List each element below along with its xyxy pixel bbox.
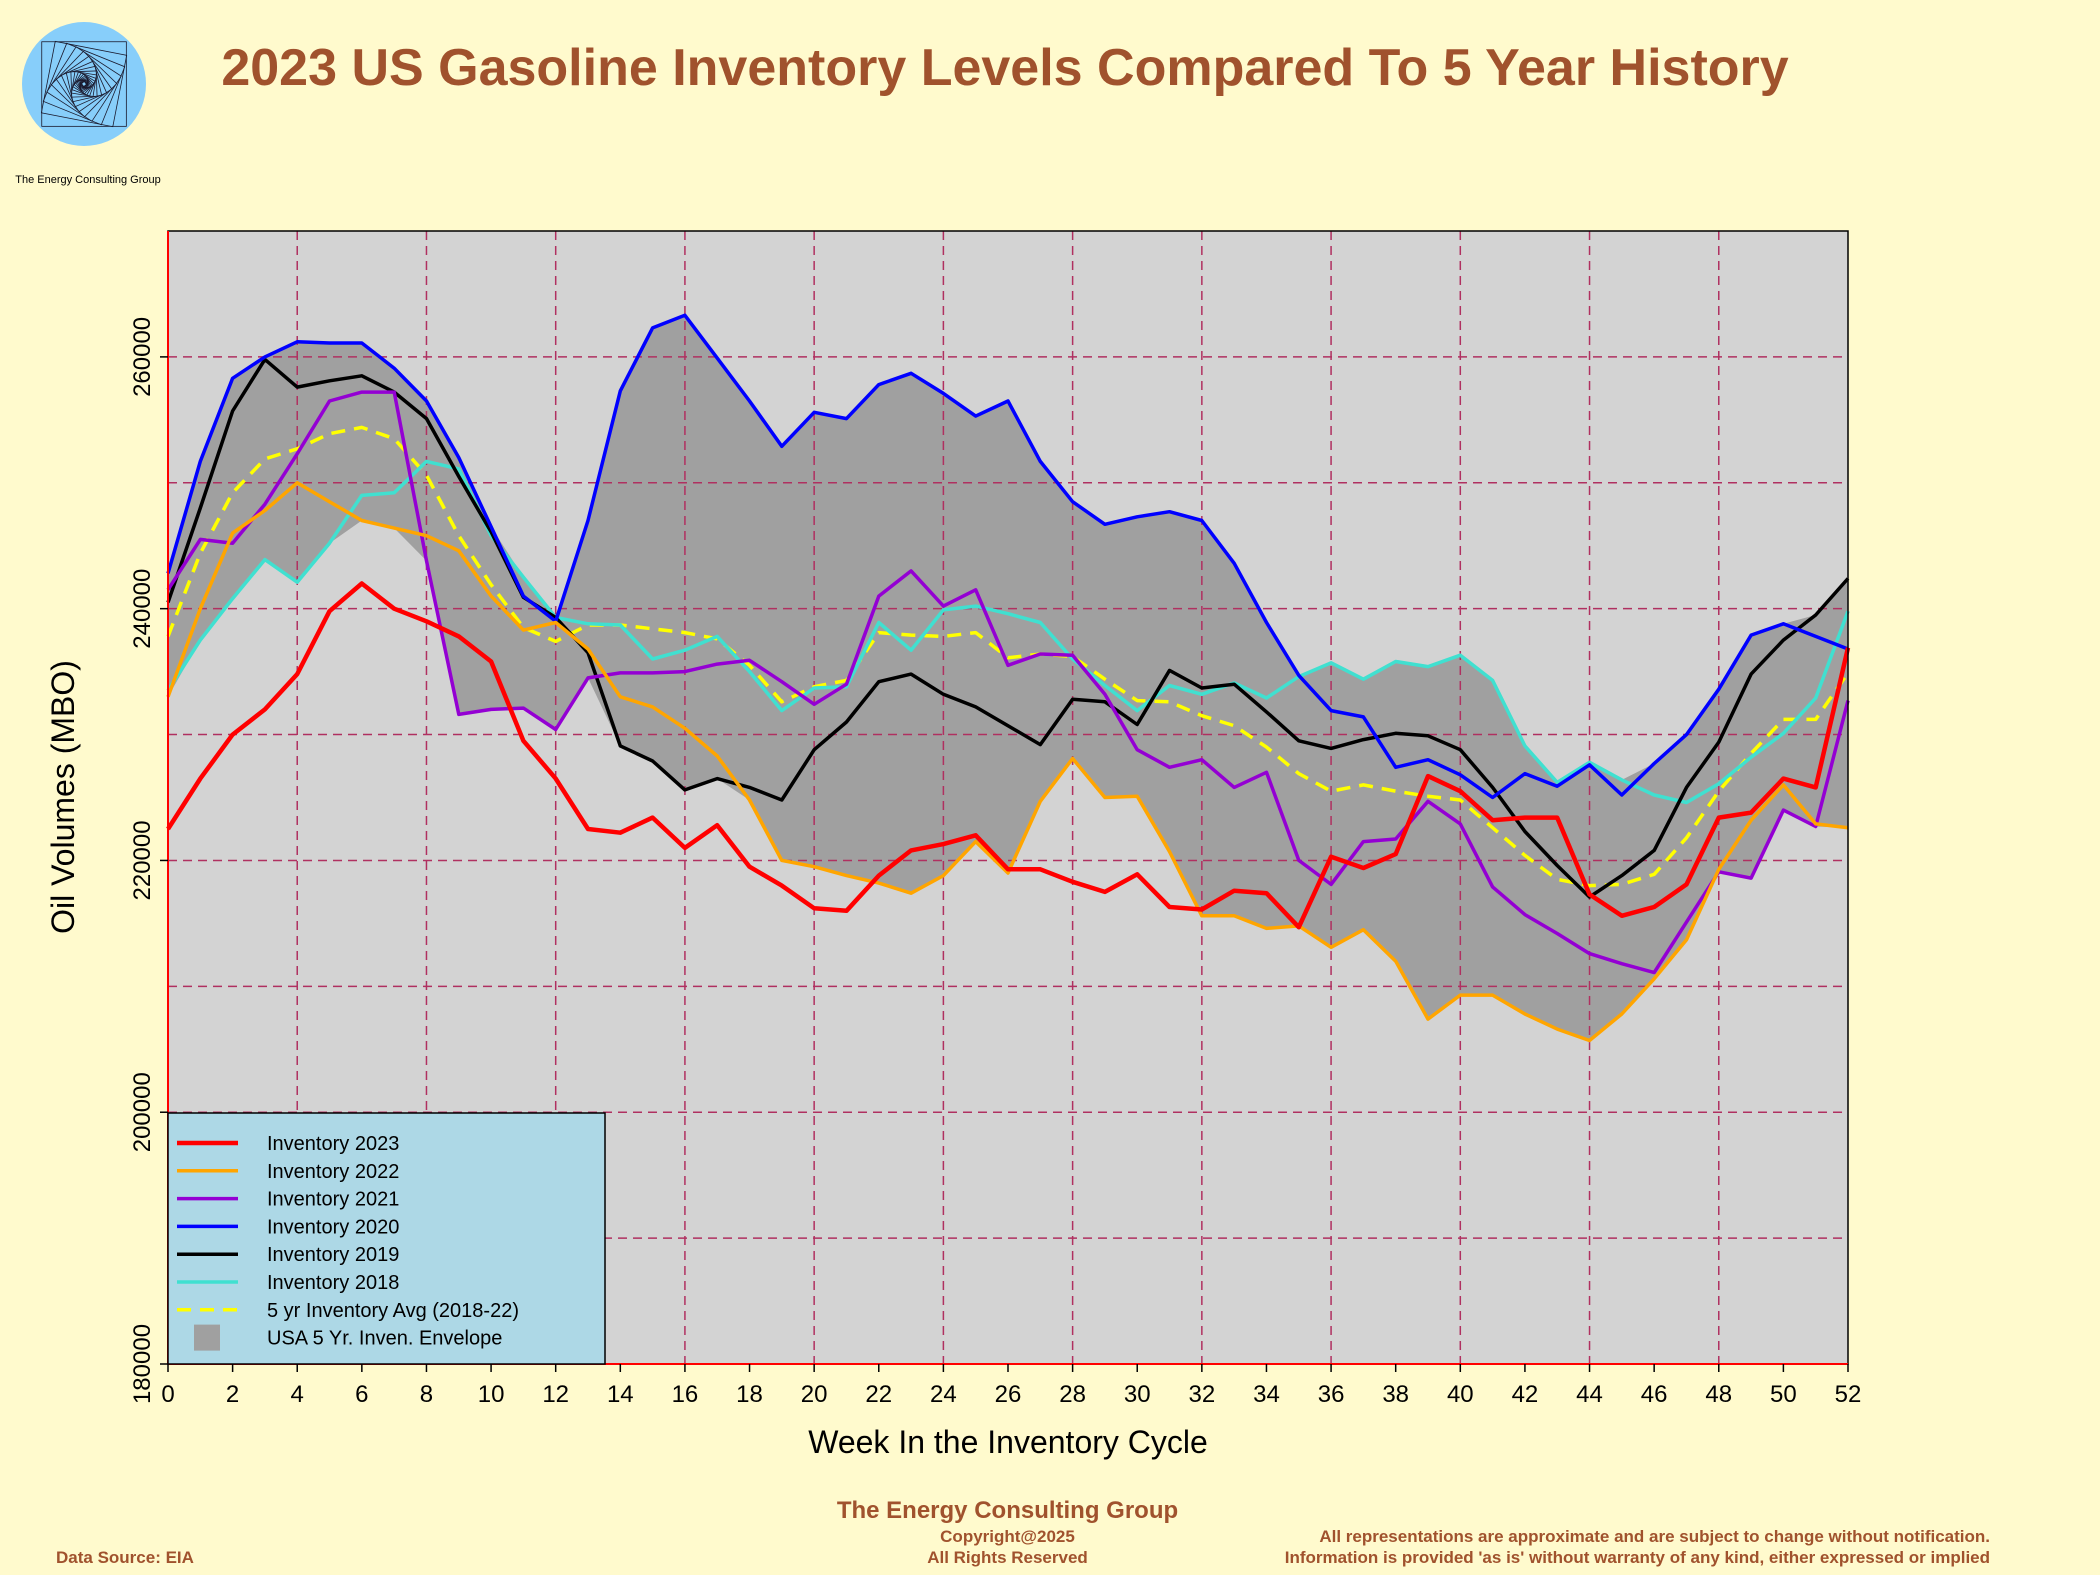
inventory-envelope-area — [168, 315, 1848, 1041]
y-tick-label: 220000 — [129, 820, 156, 900]
x-tick-label: 22 — [865, 1381, 892, 1408]
x-tick-label: 44 — [1576, 1381, 1603, 1408]
legend-swatch-envelope — [194, 1324, 220, 1351]
legend-box — [167, 1112, 606, 1365]
y-tick-label: 200000 — [129, 1072, 156, 1152]
footer-disclaimer-line-1: All representations are approximate and … — [1319, 1527, 1990, 1546]
x-tick-label: 48 — [1705, 1381, 1732, 1408]
footer-organization: The Energy Consulting Group — [836, 1497, 1179, 1524]
x-tick-label: 6 — [355, 1381, 368, 1408]
series-line-inventory-2023 — [166, 581, 1851, 930]
footer-copyright: Copyright@2025 — [940, 1527, 1075, 1546]
footer-disclaimer-block: All representations are approximate and … — [1285, 1526, 1990, 1568]
series-line-inventory-2020 — [166, 313, 1849, 800]
legend-label-inventory-2023: Inventory 2023 — [267, 1133, 399, 1155]
series-line-inventory-2018 — [166, 459, 1850, 805]
x-tick-label: 38 — [1382, 1381, 1409, 1408]
chart-legend: Inventory 2023 Inventory 2022 Inventory 20… — [167, 1112, 606, 1365]
y-axis-ticks: 180000 200000 220000 240000 260000 — [129, 317, 168, 1404]
x-tick-label: 30 — [1124, 1381, 1151, 1408]
legend-label-inventory-2020: Inventory 2020 — [267, 1216, 399, 1238]
y-tick-label: 260000 — [129, 317, 156, 397]
legend-label-5-yr-inventory-avg-2018-22-: 5 yr Inventory Avg (2018-22) — [267, 1300, 519, 1322]
logo-caption: The Energy Consulting Group — [15, 174, 161, 186]
x-tick-label: 20 — [801, 1381, 828, 1408]
x-tick-label: 12 — [542, 1381, 569, 1408]
logo-swirl-square — [71, 71, 97, 97]
legend-label-inventory-2021: Inventory 2021 — [267, 1189, 399, 1211]
logo-swirl-square — [50, 50, 118, 118]
y-tick-label: 180000 — [129, 1324, 156, 1404]
x-tick-label: 28 — [1059, 1381, 1086, 1408]
series-lines — [166, 313, 1851, 1043]
footer-data-source: Data Source: EIA — [56, 1548, 194, 1567]
logo-swirl-square — [65, 65, 103, 103]
x-tick-label: 2 — [226, 1381, 239, 1408]
x-tick-label: 52 — [1835, 1381, 1862, 1408]
x-tick-label: 26 — [995, 1381, 1022, 1408]
x-tick-label: 42 — [1512, 1381, 1539, 1408]
logo-swirl-square — [46, 46, 122, 122]
x-tick-label: 24 — [930, 1381, 957, 1408]
series-line-inventory-2019 — [166, 357, 1850, 899]
logo-swirl-square — [78, 78, 90, 90]
logo-swirl-square — [79, 79, 89, 89]
logo-swirl-square — [55, 55, 113, 113]
x-axis-label: Week In the Inventory Cycle — [808, 1424, 1208, 1460]
x-tick-label: 46 — [1641, 1381, 1668, 1408]
x-tick-label: 34 — [1253, 1381, 1280, 1408]
x-tick-label: 32 — [1188, 1381, 1215, 1408]
y-axis-label: Oil Volumes (MBO) — [45, 660, 81, 934]
logo-swirl-square — [80, 80, 88, 88]
logo-swirl-square — [41, 41, 127, 127]
x-tick-label: 50 — [1770, 1381, 1797, 1408]
logo-swirl-square — [70, 70, 98, 98]
x-axis-ticks: 0 2 4 6 8 10 12 14 16 18 20 22 24 26 28 30 32 34 36 38 40 42 4… — [161, 1364, 1861, 1408]
logo-swirl-square — [75, 75, 93, 93]
grid-lines — [168, 231, 1848, 1364]
legend-label-usa-5-yr-inven-envelope: USA 5 Yr. Inven. Envelope — [267, 1328, 502, 1350]
series-line-inventory-2022 — [166, 481, 1849, 1043]
x-tick-label: 18 — [736, 1381, 763, 1408]
footer-disclaimer-line-2: Information is provided 'as is' without … — [1284, 1548, 1990, 1567]
x-tick-label: 36 — [1318, 1381, 1345, 1408]
logo-swirl-square — [60, 60, 108, 108]
chart-title: 2023 US Gasoline Inventory Levels Compar… — [221, 39, 1789, 97]
series-line-5-yr-inventory-avg-2018-22- — [166, 425, 1850, 888]
logo-swirl-square — [72, 72, 96, 96]
legend-label-inventory-2019: Inventory 2019 — [267, 1244, 399, 1266]
series-line-inventory-2021 — [166, 390, 1850, 975]
company-logo — [22, 22, 146, 146]
footer-rights: All Rights Reserved — [927, 1548, 1088, 1567]
x-tick-label: 0 — [161, 1381, 174, 1408]
footer-copyright-block: Copyright@2025 All Rights Reserved — [0, 1526, 2015, 1568]
logo-swirl-square — [71, 71, 97, 97]
x-tick-label: 4 — [291, 1381, 304, 1408]
y-tick-label: 240000 — [129, 569, 156, 649]
x-tick-label: 8 — [420, 1381, 433, 1408]
legend-label-inventory-2022: Inventory 2022 — [267, 1161, 399, 1183]
x-tick-label: 16 — [672, 1381, 699, 1408]
x-tick-label: 10 — [478, 1381, 505, 1408]
x-tick-label: 14 — [607, 1381, 634, 1408]
logo-swirl-square — [76, 76, 92, 92]
logo-swirl-square — [40, 40, 128, 128]
x-tick-label: 40 — [1447, 1381, 1474, 1408]
logo-swirl-square — [73, 73, 95, 95]
logo-swirl-square — [42, 42, 126, 126]
legend-label-inventory-2018: Inventory 2018 — [267, 1272, 399, 1294]
